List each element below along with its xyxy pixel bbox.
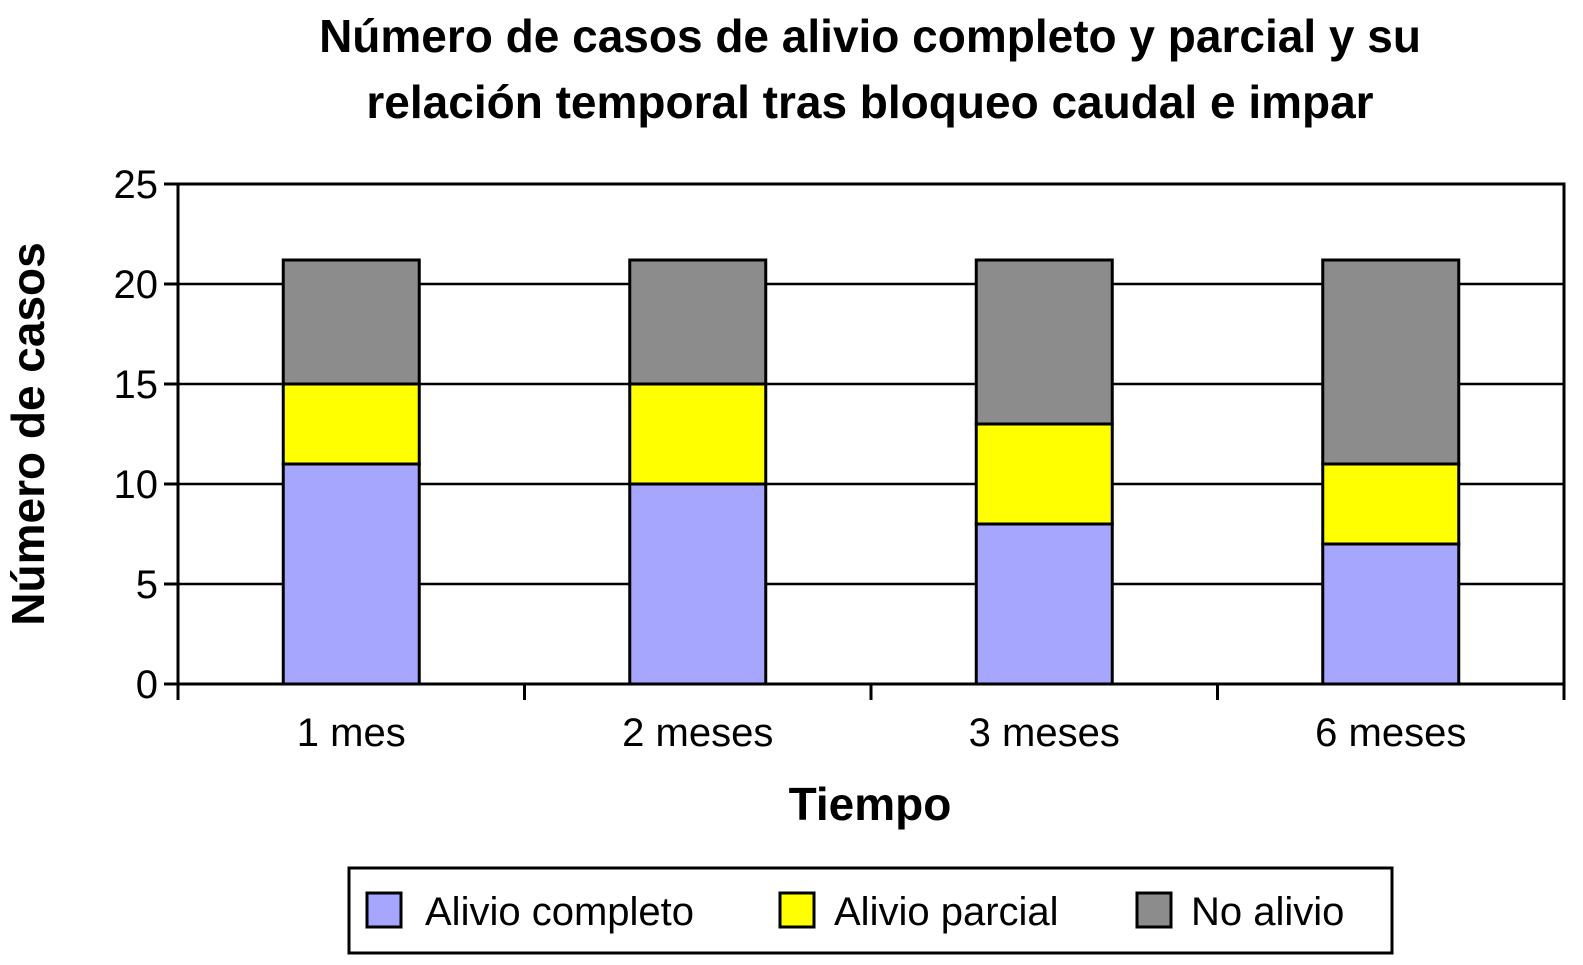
bar-alivio-completo-1 <box>281 462 421 686</box>
chart-title-line-2: relación temporal tras bloqueo caudal e … <box>366 76 1373 128</box>
y-tick-label-25: 25 <box>114 163 159 207</box>
bar-alivio-parcial-4 <box>1321 462 1461 546</box>
y-tick-label-10: 10 <box>114 463 159 507</box>
bar-alivio-completo-2 <box>628 482 768 686</box>
y-tick-label-15: 15 <box>114 363 159 407</box>
legend-label-no-alivio: No alivio <box>1191 890 1344 934</box>
legend-label-alivio-completo: Alivio completo <box>425 890 694 934</box>
legend-frame <box>347 866 1394 955</box>
bar-no-alivio-1 <box>281 258 421 386</box>
bar-alivio-parcial-1 <box>281 382 421 466</box>
x-tick-label-2: 2 meses <box>622 711 773 755</box>
legend-swatch-no-alivio <box>1135 891 1173 929</box>
axes: 0 5 10 15 20 25 1 mes 2 meses 3 meses 6 meses <box>114 163 1566 755</box>
x-axis-title: Tiempo <box>789 778 952 830</box>
legend-swatch-alivio-completo <box>365 891 403 929</box>
legend-swatch-alivio-parcial <box>778 891 816 929</box>
legend: Alivio completo Alivio parcial No alivio <box>347 866 1394 955</box>
y-tick-label-20: 20 <box>114 263 159 307</box>
bar-stacks <box>281 258 1461 686</box>
bar-alivio-completo-4 <box>1321 542 1461 686</box>
y-tick-label-0: 0 <box>136 663 158 707</box>
y-axis-title: Número de casos <box>2 242 54 625</box>
y-tick-label-5: 5 <box>136 563 158 607</box>
bar-alivio-completo-3 <box>974 522 1114 686</box>
x-tick-label-3: 3 meses <box>969 711 1120 755</box>
bar-alivio-parcial-2 <box>628 382 768 486</box>
bar-no-alivio-2 <box>628 258 768 386</box>
bar-no-alivio-3 <box>974 258 1114 426</box>
x-tick-label-4: 6 meses <box>1315 711 1466 755</box>
legend-label-alivio-parcial: Alivio parcial <box>834 890 1059 934</box>
chart-title-line-1: Número de casos de alivio completo y par… <box>319 10 1421 62</box>
bar-no-alivio-4 <box>1321 258 1461 466</box>
x-tick-label-1: 1 mes <box>297 711 406 755</box>
bar-alivio-parcial-3 <box>974 422 1114 526</box>
